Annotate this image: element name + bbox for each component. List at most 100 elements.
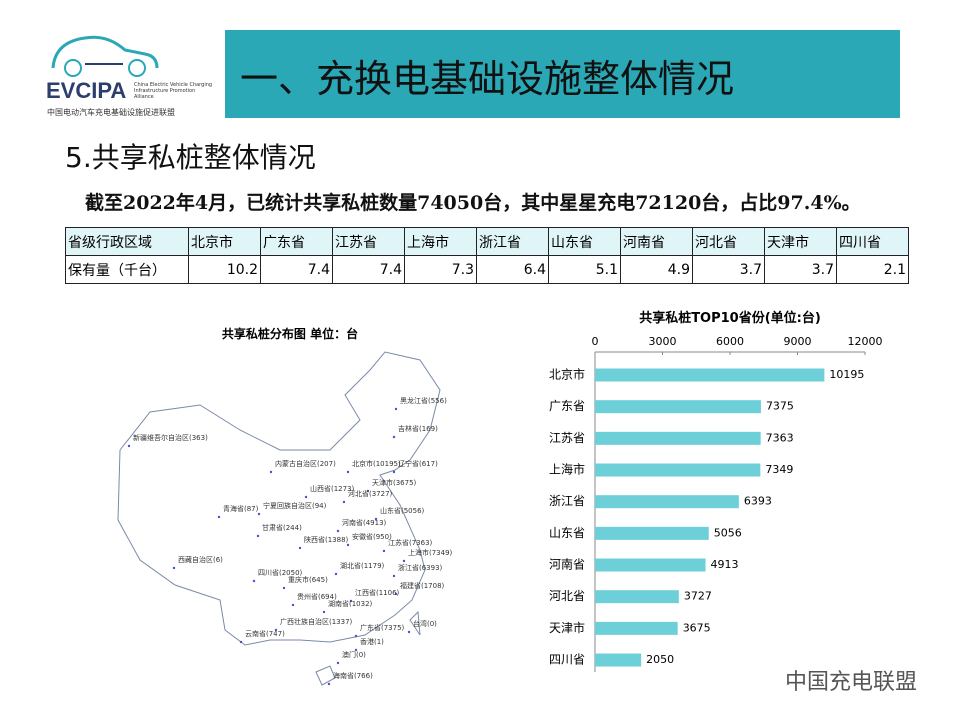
- map-label: 云南省(747): [245, 629, 285, 638]
- map-label: 四川省(2050): [258, 568, 303, 577]
- map-dot: [346, 470, 350, 474]
- y-tick-label: 山东省: [549, 526, 585, 540]
- y-tick-label: 江苏省: [549, 431, 585, 445]
- map-dot: [217, 515, 221, 519]
- map-label: 陕西省(1388): [304, 535, 349, 544]
- table-cell: 山东省: [548, 227, 621, 256]
- data-label: 2050: [646, 653, 674, 666]
- x-tick-label: 6000: [716, 335, 744, 348]
- table-cell: 江苏省: [332, 227, 405, 256]
- table-cell: 5.1: [548, 255, 621, 284]
- map-label: 重庆市(645): [288, 575, 328, 584]
- map-dot: [374, 517, 378, 521]
- logo-name: EVCIPA: [46, 78, 127, 103]
- logo-english: China Electric Vehicle Charging Infrastr…: [134, 82, 213, 100]
- table: 省级行政区域 北京市 广东省 江苏省 上海市 浙江省 山东省 河南省 河北省 天津市 四川省 保有量（…: [65, 227, 909, 284]
- bar: [595, 621, 678, 635]
- table-cell: 浙江省: [476, 227, 549, 256]
- map-label: 新疆维吾尔自治区(363): [133, 433, 208, 442]
- y-tick-label: 北京市: [549, 367, 585, 382]
- map-dot: [346, 543, 350, 547]
- table-cell: 3.7: [692, 255, 765, 284]
- map-label: 宁夏回族自治区(94): [263, 501, 327, 510]
- map-label: 贵州省(694): [297, 592, 337, 601]
- table-cell: 河南省: [620, 227, 693, 256]
- map-dot: [382, 549, 386, 553]
- map-dot: [298, 546, 302, 550]
- table-cell: 四川省: [836, 227, 909, 256]
- table-cell: 保有量（千台）: [65, 255, 189, 284]
- bar: [595, 653, 642, 667]
- map-title: 共享私桩分布图 单位：台: [222, 326, 358, 341]
- table-cell: 2.1: [836, 255, 909, 284]
- bar: [595, 526, 709, 540]
- table-cell: 天津市: [764, 227, 837, 256]
- map-label: 黑龙江省(556): [400, 396, 447, 405]
- map-label: 青海省(87): [223, 504, 259, 513]
- data-label: 3675: [683, 621, 711, 634]
- table-cell: 上海市: [404, 227, 477, 256]
- map-dot: [172, 566, 176, 570]
- table-cell: 7.4: [260, 255, 333, 284]
- data-label: 5056: [714, 526, 742, 539]
- y-tick-label: 河南省: [549, 557, 585, 572]
- map-label: 河北省(3727): [348, 489, 393, 498]
- map-label: 甘肃省(244): [262, 523, 302, 532]
- y-tick-label: 上海市: [549, 462, 585, 477]
- map-dot: [402, 559, 406, 563]
- map-dot: [252, 579, 256, 583]
- map-taiwan: [409, 610, 421, 636]
- map-dot: [257, 512, 261, 516]
- map-dot: [336, 529, 340, 533]
- map-label: 河南省(4913): [342, 518, 387, 527]
- map-dot: [239, 640, 243, 644]
- table-cell: 7.3: [404, 255, 477, 284]
- title-banner: [225, 30, 900, 118]
- data-label: 7363: [766, 431, 794, 444]
- map-label: 香港(1): [360, 637, 384, 646]
- data-label: 10195: [829, 368, 864, 381]
- map-label: 江西省(1106): [355, 588, 400, 597]
- y-tick-label: 天津市: [549, 620, 585, 635]
- map-dot: [304, 495, 308, 499]
- bar: [595, 495, 739, 509]
- map-dot: [394, 592, 398, 596]
- bar: [595, 368, 825, 382]
- map-label: 山西省(1273): [310, 484, 355, 493]
- data-label: 7349: [765, 463, 793, 476]
- map-dot: [282, 586, 286, 590]
- summary: 截至2022年4月，已统计共享私桩数量74050台，其中星星充电72120台，占…: [85, 192, 861, 214]
- map-label: 台湾(0): [413, 619, 437, 628]
- x-tick-label: 9000: [784, 335, 812, 348]
- y-tick-label: 广东省: [549, 399, 585, 413]
- map-dot: [269, 470, 273, 474]
- y-tick-label: 浙江省: [549, 494, 585, 508]
- map-label: 吉林省(169): [398, 424, 438, 433]
- chart-title: 共享私桩TOP10省份(单位:台): [639, 310, 821, 326]
- map-dot: [392, 435, 396, 439]
- table-cell: 河北省: [692, 227, 765, 256]
- map-label: 上海市(7349): [408, 548, 453, 557]
- map-dot: [127, 444, 131, 448]
- map-dot: [334, 572, 338, 576]
- bar: [595, 463, 761, 477]
- table-cell: 广东省: [260, 227, 333, 256]
- map-dot: [336, 661, 340, 665]
- map-dot: [394, 407, 398, 411]
- map-label: 北京市(10195): [352, 459, 401, 468]
- map-label: 西藏自治区(6): [178, 555, 223, 564]
- logo-chinese: 中国电动汽车充电基础设施促进联盟: [47, 108, 175, 117]
- map-dot: [327, 682, 331, 686]
- x-tick-label: 0: [592, 335, 599, 348]
- map-dot: [256, 534, 260, 538]
- table-cell: 省级行政区域: [65, 227, 189, 256]
- x-tick-label: 3000: [649, 335, 677, 348]
- map-label: 广西壮族自治区(1337): [280, 617, 353, 626]
- map-dot: [407, 630, 411, 634]
- table-row: 省级行政区域 北京市 广东省 江苏省 上海市 浙江省 山东省 河南省 河北省 天津市 四川省: [65, 227, 909, 256]
- y-tick-label: 四川省: [549, 653, 585, 667]
- map-label: 浙江省(6393): [398, 563, 443, 572]
- table-cell: 北京市: [188, 227, 261, 256]
- bar: [595, 558, 706, 572]
- map-dot: [354, 648, 358, 652]
